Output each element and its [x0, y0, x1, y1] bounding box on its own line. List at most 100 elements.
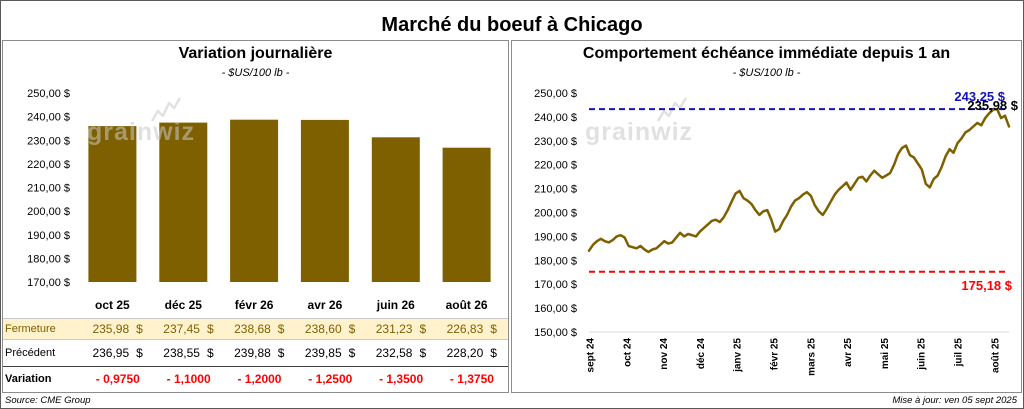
- cell-value: 238,68: [234, 322, 271, 336]
- table-cell: 239,85 $: [289, 346, 360, 360]
- futures-bar-chart: 250,00 $ 240,00 $ 230,00 $ 220,00 $ 210,00 $…: [27, 88, 491, 312]
- cell-value: 226,83: [446, 322, 484, 336]
- cell-value: - 1,3750: [449, 372, 494, 386]
- currency-symbol: $: [348, 345, 356, 360]
- currency-symbol: $: [277, 345, 285, 360]
- x-tick-label: oct 24: [622, 338, 633, 367]
- currency-symbol: $: [419, 322, 427, 336]
- bar-0: [88, 126, 137, 282]
- cell-value: 228,20: [446, 345, 484, 360]
- table-cell: 238,68 $: [219, 322, 290, 336]
- daily-variation-panel: Variation journalière - $US/100 lb - 250…: [2, 40, 509, 393]
- currency-symbol: $: [206, 345, 214, 360]
- table-cell: - 1,3500: [360, 372, 431, 386]
- y-tick-label: 210,00 $: [534, 184, 577, 196]
- cell-value: - 1,2000: [237, 372, 282, 386]
- table-cell: 239,88 $: [219, 346, 290, 360]
- y-tick-label: 170,00 $: [27, 277, 70, 289]
- cell-value: - 1,2500: [308, 372, 353, 386]
- y-tick-label: 200,00 $: [27, 206, 70, 218]
- currency-symbol: $: [136, 322, 143, 336]
- row-label: Fermeture: [5, 323, 56, 335]
- x-tick-label: nov 24: [659, 338, 670, 370]
- contract-table: Fermeture 235,98 $237,45 $238,68 $238,60 $231…: [3, 41, 508, 392]
- y-tick-label: 200,00 $: [534, 208, 577, 220]
- cell-value: 231,23: [375, 322, 413, 336]
- table-cell: 226,83 $: [431, 322, 502, 336]
- x-tick-label: févr 25: [770, 338, 781, 371]
- cell-value: 239,88: [234, 345, 271, 360]
- cell-value: 232,58: [375, 345, 413, 360]
- x-tick-label: août 25: [990, 338, 1001, 373]
- currency-symbol: $: [136, 345, 143, 360]
- grainwiz-watermark: grainwiz: [87, 97, 194, 146]
- y-tick-label: 240,00 $: [27, 112, 70, 124]
- y-tick-label: 150,00 $: [534, 327, 577, 339]
- daily-variation-title: Variation journalière: [178, 45, 333, 62]
- high-reference-label: 243,25 $: [954, 89, 1005, 104]
- x-tick-label: avr 25: [843, 338, 854, 367]
- y-tick-label: 180,00 $: [534, 255, 577, 267]
- table-cell: 237,45 $: [148, 322, 219, 336]
- y-tick-label: 230,00 $: [534, 136, 577, 148]
- cell-value: - 1,3500: [379, 372, 424, 386]
- currency-symbol: $: [348, 322, 356, 336]
- currency-symbol: $: [206, 322, 214, 336]
- table-cell: 238,55 $: [148, 346, 219, 360]
- cell-value: - 0,9750: [95, 372, 140, 386]
- y-tick-label: 160,00 $: [534, 303, 577, 315]
- category-label: juin 26: [376, 298, 415, 312]
- price-series: [587, 107, 1011, 254]
- category-label: déc 25: [165, 298, 203, 312]
- x-tick-label: juin 25: [917, 338, 928, 371]
- reference-lines: [589, 108, 1009, 273]
- table-cell: 235,98 $: [77, 322, 148, 336]
- row-label: Précédent: [5, 346, 56, 359]
- low-reference-label: 175,18 $: [961, 278, 1012, 293]
- grainwiz-logo-chart-icon: [150, 97, 182, 122]
- category-label: févr 26: [235, 298, 274, 312]
- grainwiz-watermark-text: grainwiz: [585, 118, 693, 146]
- x-tick-label: mai 25: [880, 338, 891, 370]
- y-tick-label: 240,00 $: [534, 112, 577, 124]
- y-tick-label: 180,00 $: [27, 253, 70, 265]
- currency-symbol: $: [490, 322, 497, 336]
- bar-1: [159, 122, 208, 282]
- table-cell: 228,20 $: [431, 346, 502, 360]
- cell-value: - 1,1000: [166, 372, 211, 386]
- daily-variation-unit: - $US/100 lb -: [221, 67, 290, 79]
- x-tick-label: sept 24: [586, 338, 597, 373]
- update-date: Mise à jour: ven 05 sept 2025: [892, 395, 1017, 406]
- table-cell: - 1,1000: [148, 372, 219, 386]
- x-tick-label: mars 25: [806, 338, 817, 376]
- bars: [88, 119, 491, 283]
- x-axis-labels: oct 25 déc 25 févr 26 avr 26 juin 26 août 26: [95, 298, 488, 312]
- grainwiz-watermark: grainwiz: [585, 97, 693, 146]
- table-cell: 231,23 $: [360, 322, 431, 336]
- currency-symbol: $: [277, 322, 285, 336]
- one-year-behaviour-title: Comportement échéance immédiate depuis 1…: [582, 45, 951, 62]
- table-cell: - 1,2500: [289, 372, 360, 386]
- y-tick-label: 220,00 $: [27, 159, 70, 171]
- bar-3: [300, 119, 349, 283]
- y-tick-label: 210,00 $: [27, 183, 70, 195]
- axes: 250,00 $ 240,00 $ 230,00 $ 220,00 $ 210,00 $…: [534, 88, 1009, 376]
- variation-row: Variation - 0,9750 - 1,1000 - 1,2000 - 1,250…: [3, 366, 508, 391]
- y-tick-label: 170,00 $: [534, 279, 577, 291]
- currency-symbol: $: [419, 345, 427, 360]
- price-line: [587, 107, 1011, 254]
- cell-value: 236,95: [92, 345, 130, 360]
- y-tick-label: 250,00 $: [27, 88, 70, 100]
- table-cell: 232,58 $: [360, 346, 431, 360]
- bar-2: [230, 119, 279, 282]
- cell-value: 239,85: [304, 345, 342, 360]
- currency-symbol: $: [490, 345, 497, 360]
- cell-value: 238,55: [163, 345, 200, 360]
- chart-labels: 243,25 $ 175,18 $ 235,98 $: [954, 89, 1018, 293]
- front-month-line-chart: grainwiz 250,00 $ 240,00 $ 230,00 $ 220,00 …: [534, 88, 1019, 376]
- source-note: Source: CME Group: [5, 395, 91, 406]
- category-label: oct 25: [95, 298, 130, 312]
- category-label: avr 26: [308, 298, 343, 312]
- bar-4: [371, 137, 420, 282]
- table-cell: - 1,2000: [219, 372, 290, 386]
